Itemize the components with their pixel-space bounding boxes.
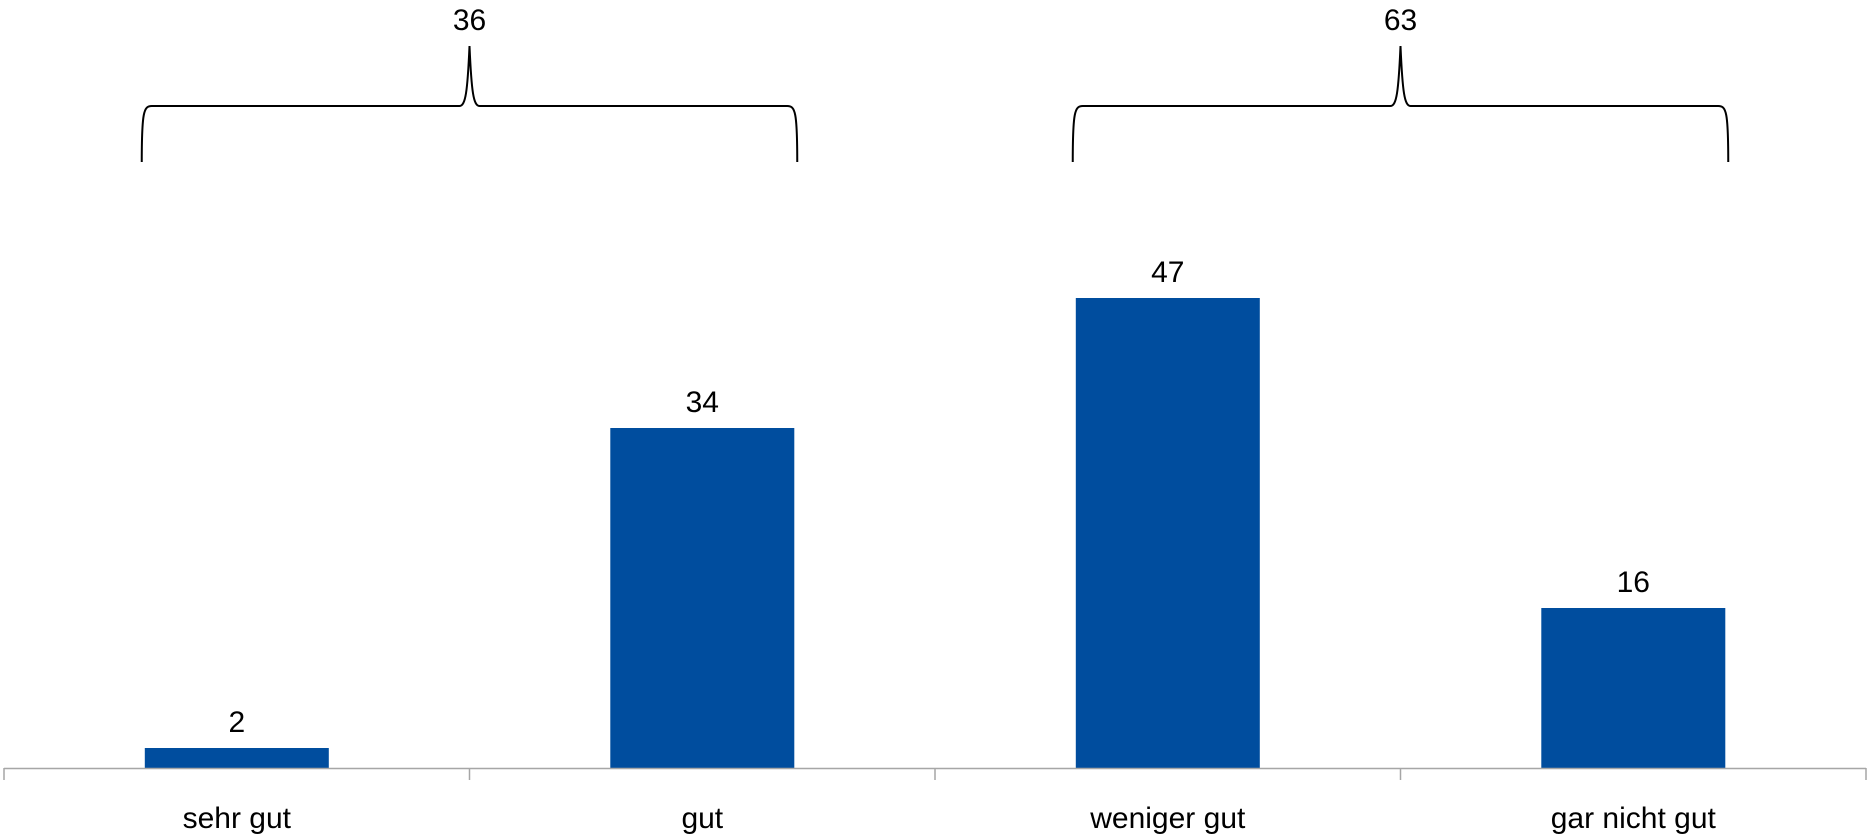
category-label-0: sehr gut (183, 802, 292, 835)
bar-0 (144, 748, 329, 768)
category-label-2: weniger gut (1089, 802, 1246, 835)
bars (144, 298, 1726, 768)
group-total-label-0: 36 (453, 4, 486, 37)
group-bracket-1 (1071, 45, 1730, 163)
data-label-3: 16 (1617, 566, 1650, 599)
bar-1 (610, 428, 795, 768)
bar-2 (1075, 298, 1260, 768)
group-total-label-1: 63 (1384, 4, 1417, 37)
category-label-3: gar nicht gut (1551, 802, 1717, 835)
x-axis (3, 767, 1867, 780)
category-label-1: gut (681, 802, 723, 835)
group-brackets: 36 63 (140, 4, 1730, 163)
category-labels: sehr gut gut weniger gut gar nicht gut (183, 802, 1717, 835)
group-bracket-0 (140, 45, 799, 163)
data-label-2: 47 (1151, 256, 1184, 289)
value-labels: 2 34 47 16 (228, 256, 1650, 739)
bar-3 (1541, 608, 1726, 768)
data-label-0: 2 (228, 706, 245, 739)
data-label-1: 34 (686, 386, 719, 419)
